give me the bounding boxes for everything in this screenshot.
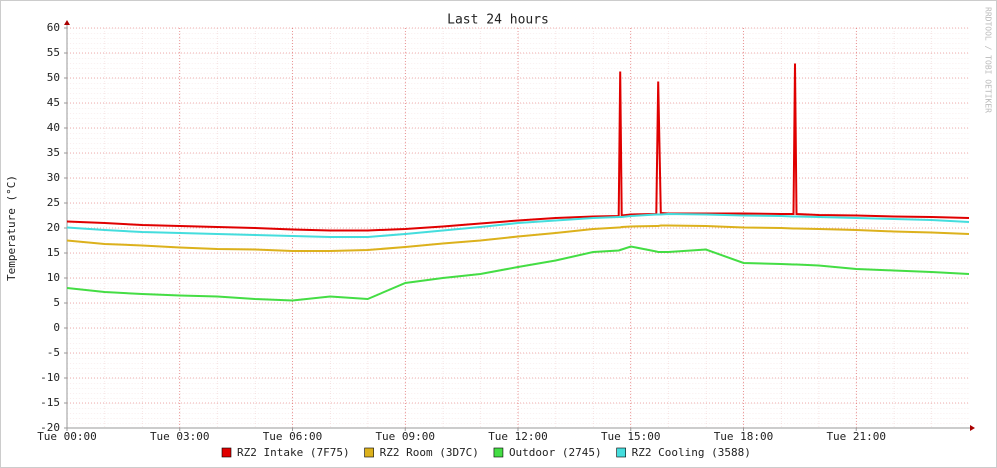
x-tick-label: Tue 15:00	[601, 430, 661, 443]
watermark: RRDTOOL / TOBI OETIKER	[984, 7, 993, 113]
y-tick-label: 50	[47, 71, 60, 84]
x-tick-label: Tue 21:00	[826, 430, 886, 443]
y-tick-label: 20	[47, 221, 60, 234]
y-tick-label: 45	[47, 96, 60, 109]
series-line	[66, 224, 970, 252]
x-tick-label: Tue 18:00	[714, 430, 774, 443]
y-tick-label: 5	[53, 296, 60, 309]
x-tick-label: Tue 03:00	[150, 430, 210, 443]
y-tick-label: 25	[47, 196, 60, 209]
y-tick-label: -15	[40, 396, 60, 409]
y-tick-label: 30	[47, 171, 60, 184]
legend-label: RZ2 Intake (7F75)	[237, 446, 350, 459]
y-tick-label: 55	[47, 46, 60, 59]
legend-swatch	[221, 447, 232, 458]
x-tick-label: Tue 12:00	[488, 430, 548, 443]
series-line	[66, 212, 970, 238]
y-tick-label: 10	[47, 271, 60, 284]
legend-swatch	[493, 447, 504, 458]
y-tick-label: -10	[40, 371, 60, 384]
y-tick-label: 0	[53, 321, 60, 334]
legend-swatch	[616, 447, 626, 458]
x-tick-label: Tue 00:00	[37, 430, 97, 443]
series-line	[66, 245, 970, 302]
axis-arrow	[64, 20, 70, 25]
x-tick-label: Tue 06:00	[263, 430, 323, 443]
legend-label: RZ2 Cooling (3588)	[632, 446, 751, 459]
y-tick-label: -5	[47, 346, 60, 359]
y-tick-label: 15	[47, 246, 60, 259]
chart-title: Last 24 hours	[447, 13, 549, 28]
series-line	[66, 63, 970, 232]
y-tick-label: 40	[47, 121, 60, 134]
legend-label: Outdoor (2745)	[509, 446, 602, 459]
legend-swatch	[364, 447, 374, 458]
y-axis-label: Temperature (°C)	[5, 175, 18, 281]
y-tick-label: 35	[47, 146, 60, 159]
y-tick-label: -20	[40, 421, 60, 434]
x-tick-label: Tue 09:00	[375, 430, 435, 443]
y-tick-label: 60	[47, 21, 60, 34]
axis-arrow	[970, 425, 975, 431]
legend-label: RZ2 Room (3D7C)	[380, 446, 479, 459]
